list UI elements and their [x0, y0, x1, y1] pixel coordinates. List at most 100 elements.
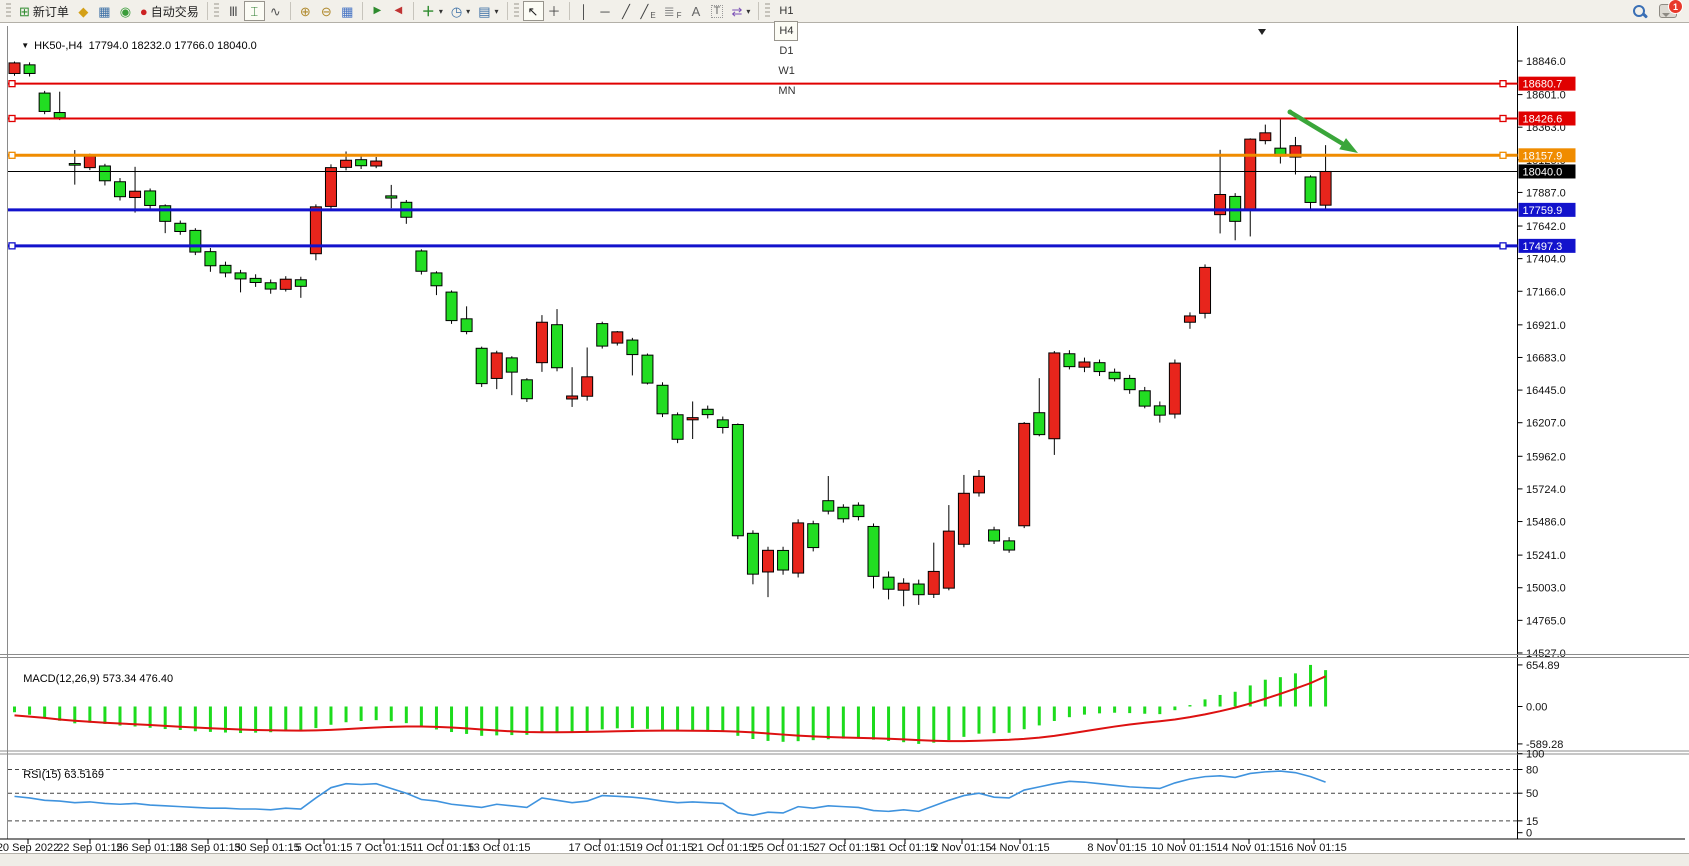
- horizontal-line-button[interactable]: ─: [595, 1, 616, 21]
- price-tag-17759.9: 17759.9: [1518, 202, 1576, 217]
- svg-text:30 Sep 01:15: 30 Sep 01:15: [234, 842, 299, 854]
- tf-w1-button[interactable]: W1: [774, 61, 799, 81]
- svg-text:18426.6: 18426.6: [1523, 113, 1563, 125]
- svg-text:100: 100: [1526, 749, 1544, 761]
- chevron-down-icon: ▾: [494, 6, 499, 16]
- svg-text:16207.0: 16207.0: [1526, 418, 1566, 430]
- search-icon[interactable]: [1632, 4, 1647, 19]
- macd-name: MACD(12,26,9): [23, 673, 100, 685]
- trend-arrow-annotation[interactable]: [1287, 109, 1359, 154]
- fibonacci-button[interactable]: ≣ F: [660, 1, 686, 21]
- zoom-in-button[interactable]: ⊕: [295, 1, 316, 21]
- horizontal-line-17497.3[interactable]: [8, 242, 1518, 250]
- notification-badge: 1: [1668, 0, 1683, 14]
- chart-shift-marker[interactable]: [1258, 29, 1266, 35]
- svg-text:18601.0: 18601.0: [1526, 90, 1566, 102]
- toolbar-grip[interactable]: [513, 3, 519, 19]
- svg-text:27 Oct 01:15: 27 Oct 01:15: [814, 842, 877, 854]
- autotrade-button[interactable]: ● 自动交易: [136, 1, 203, 21]
- tf-h1-button[interactable]: H1: [774, 1, 798, 21]
- line-handle: [1499, 80, 1507, 88]
- toolbar-separator: [506, 2, 508, 20]
- cursor-button[interactable]: ↖: [522, 1, 544, 21]
- zoom-out-button[interactable]: ⊖: [316, 1, 337, 21]
- candlestick-chart-button[interactable]: ⌶: [243, 1, 265, 21]
- autoscroll-button[interactable]: ▶: [367, 1, 388, 21]
- horizontal-line-18157.9[interactable]: [8, 151, 1518, 159]
- svg-text:17 Oct 01:15: 17 Oct 01:15: [569, 842, 632, 854]
- svg-text:16 Nov 01:15: 16 Nov 01:15: [1281, 842, 1346, 854]
- new-order-icon: ⊞: [19, 3, 30, 19]
- symbol-name: HK50-,H4: [34, 40, 83, 52]
- gold-ingot-button[interactable]: ◆: [73, 1, 94, 21]
- price-tag-18157.9: 18157.9: [1518, 148, 1576, 163]
- toolbar-grip[interactable]: [765, 3, 771, 19]
- price-axis: 18846.018601.018363.018125.017887.017642…: [1517, 56, 1566, 660]
- autotrade-icon: ●: [139, 3, 148, 19]
- periods-clock-icon: ◷: [450, 3, 463, 19]
- triangle-down-icon[interactable]: ▼: [21, 41, 30, 50]
- chart-window-button[interactable]: ▦: [94, 1, 115, 21]
- price-tag-18426.6: 18426.6: [1518, 111, 1576, 126]
- line-handle: [8, 242, 16, 250]
- chart-frame: [7, 26, 1518, 839]
- tf-d1-button[interactable]: D1: [774, 41, 798, 61]
- text-label-button[interactable]: T: [706, 1, 727, 21]
- bar-chart-icon: Ⅲ: [228, 3, 238, 19]
- line-handle: [8, 151, 16, 159]
- svg-text:13 Oct 01:15: 13 Oct 01:15: [468, 842, 531, 854]
- line-handle: [8, 114, 16, 123]
- svg-text:17497.3: 17497.3: [1523, 241, 1563, 253]
- svg-text:18680.7: 18680.7: [1523, 79, 1563, 91]
- chat-icon[interactable]: 1: [1659, 0, 1683, 18]
- rsi-line: [14, 770, 1326, 817]
- horizontal-line-18426.6[interactable]: [8, 114, 1518, 123]
- macd-signal-line: [14, 675, 1327, 743]
- signal-icon: ◉: [119, 3, 132, 19]
- vertical-line-button[interactable]: │: [574, 1, 595, 21]
- price-tag-17497.3: 17497.3: [1518, 238, 1576, 253]
- bar-chart-button[interactable]: Ⅲ: [223, 1, 244, 21]
- signal-button[interactable]: ◉: [115, 1, 136, 21]
- svg-text:0.00: 0.00: [1526, 702, 1547, 714]
- svg-text:15: 15: [1526, 816, 1538, 828]
- crosshair-button[interactable]: ＋: [544, 1, 565, 21]
- macd-axis: 654.89 0.00 -589.28: [1517, 660, 1563, 751]
- toolbar-grip[interactable]: [6, 3, 11, 19]
- toolbar-right-group: 1: [1632, 0, 1685, 19]
- rsi-axis: 100 80 50 150: [1517, 749, 1544, 840]
- line-chart-icon: ∿: [269, 3, 281, 19]
- text-button[interactable]: A: [685, 1, 706, 21]
- toolbar-grip[interactable]: [213, 3, 219, 19]
- arrows-button[interactable]: ⇄ ▾: [727, 1, 754, 21]
- fibonacci-sub-label: F: [676, 11, 682, 20]
- svg-text:15241.0: 15241.0: [1526, 550, 1566, 562]
- svg-text:8 Nov 01:15: 8 Nov 01:15: [1087, 842, 1146, 854]
- new-order-button[interactable]: ⊞ 新订单: [15, 1, 73, 21]
- price-tag-18040.0: 18040.0: [1518, 164, 1576, 179]
- line-chart-button[interactable]: ∿: [265, 1, 286, 21]
- indicators-button[interactable]: ＋ ▾: [418, 1, 447, 21]
- candlesticks: [8, 61, 1332, 607]
- tf-h4-button[interactable]: H4: [774, 21, 799, 41]
- horizontal-line-18680.7[interactable]: [8, 80, 1518, 88]
- periods-button[interactable]: ◷ ▾: [447, 1, 474, 21]
- equidistant-channel-icon: ╱: [640, 3, 649, 19]
- trendline-button[interactable]: ╱: [616, 1, 637, 21]
- arrows-icon: ⇄: [731, 3, 743, 19]
- templates-button[interactable]: ▤ ▾: [474, 1, 502, 21]
- svg-text:18040.0: 18040.0: [1523, 166, 1563, 178]
- horizontal-line-icon: ─: [600, 3, 610, 19]
- chevron-down-icon: ▾: [746, 6, 751, 16]
- svg-text:18846.0: 18846.0: [1526, 56, 1566, 68]
- price-tag-18680.7: 18680.7: [1518, 76, 1576, 91]
- svg-text:7 Oct 01:15: 7 Oct 01:15: [356, 842, 413, 854]
- svg-text:2 Nov 01:15: 2 Nov 01:15: [932, 842, 991, 854]
- tf-mn-button[interactable]: MN: [774, 81, 799, 101]
- svg-text:21 Oct 01:15: 21 Oct 01:15: [692, 842, 755, 854]
- tile-windows-button[interactable]: ▦: [337, 1, 358, 21]
- chart-shift-button[interactable]: ◀: [388, 1, 409, 21]
- toolbar-separator: [206, 2, 208, 20]
- equidistant-channel-button[interactable]: ╱ E: [637, 1, 660, 21]
